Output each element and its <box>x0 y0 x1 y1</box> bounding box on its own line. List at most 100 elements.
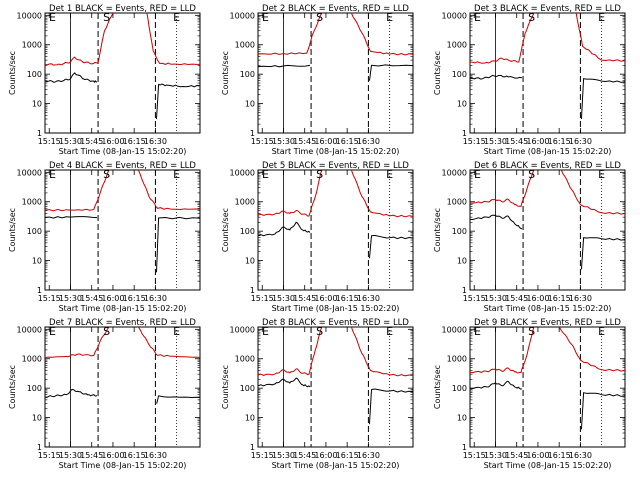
series-events-line <box>470 74 523 80</box>
x-tick-label: 15:30 <box>59 451 82 460</box>
y-tick-label: 100 <box>452 70 467 79</box>
marker-label: E <box>49 11 56 24</box>
marker-label: E <box>474 11 481 24</box>
marker-label: S <box>528 168 535 181</box>
x-tick-label: 15:45 <box>80 451 103 460</box>
x-axis-label: Start Time (08-Jan-15 15:02:20) <box>272 147 400 156</box>
y-tick-label: 100 <box>27 384 42 393</box>
panel-title: Det 5 BLACK = Events, RED = LLD <box>262 161 409 171</box>
marker-label: S <box>316 168 323 181</box>
y-tick-label: 1000 <box>447 355 467 364</box>
x-tick-label: 16:30 <box>569 137 592 146</box>
marker-label: E <box>173 168 180 181</box>
series-lld-line <box>45 13 114 66</box>
x-tick-label: 15:30 <box>59 294 82 303</box>
x-tick-label: 15:30 <box>272 294 295 303</box>
marker-label: S <box>103 168 110 181</box>
y-tick-label: 1000 <box>22 41 42 50</box>
series-lld-line <box>350 170 413 218</box>
marker-label: E <box>386 168 393 181</box>
marker-label: E <box>598 11 605 24</box>
y-axis-label: Counts/sec <box>433 208 442 252</box>
marker-label: E <box>262 168 269 181</box>
series-events-line <box>258 377 311 388</box>
x-axis-label: Start Time (08-Jan-15 15:02:20) <box>272 304 400 313</box>
y-tick-label: 10 <box>32 100 42 109</box>
x-tick-label: 16:15 <box>548 137 571 146</box>
x-tick-label: 15:45 <box>293 137 316 146</box>
y-tick-label: 100 <box>452 227 467 236</box>
y-axis-label: Counts/sec <box>433 51 442 95</box>
series-lld-line <box>575 13 625 62</box>
x-tick-label: 15:30 <box>484 451 507 460</box>
marker-label: S <box>528 11 535 24</box>
y-tick-label: 10000 <box>230 325 255 334</box>
x-tick-label: 16:30 <box>144 451 167 460</box>
x-tick-label: 15:30 <box>59 137 82 146</box>
x-tick-label: 16:00 <box>101 294 124 303</box>
y-tick-label: 10000 <box>442 11 467 20</box>
y-tick-label: 10 <box>245 257 255 266</box>
x-axis-label: Start Time (08-Jan-15 15:02:20) <box>484 304 612 313</box>
series-events-line <box>581 237 625 270</box>
x-tick-label: 15:15 <box>463 137 486 146</box>
x-tick-label: 16:30 <box>144 294 167 303</box>
series-events-line <box>258 221 311 237</box>
x-tick-label: 15:45 <box>293 294 316 303</box>
series-lld-line <box>470 170 535 207</box>
series-events-line <box>156 395 200 404</box>
panel-title: Det 3 BLACK = Events, RED = LLD <box>474 4 621 14</box>
y-tick-label: 1 <box>37 129 42 138</box>
x-tick-label: 16:00 <box>101 451 124 460</box>
y-tick-label: 100 <box>240 70 255 79</box>
series-lld-line <box>137 170 200 211</box>
x-tick-label: 16:00 <box>314 137 337 146</box>
y-tick-label: 10 <box>245 100 255 109</box>
panel-title: Det 1 BLACK = Events, RED = LLD <box>49 4 196 14</box>
y-tick-label: 1 <box>37 286 42 295</box>
x-tick-label: 16:30 <box>357 137 380 146</box>
x-tick-label: 16:30 <box>569 294 592 303</box>
series-events-line <box>258 64 311 68</box>
x-tick-label: 15:45 <box>80 137 103 146</box>
series-events-line <box>156 216 200 273</box>
y-axis-label: Counts/sec <box>433 365 442 409</box>
series-lld-line <box>137 327 200 358</box>
x-axis-label: Start Time (08-Jan-15 15:02:20) <box>272 461 400 470</box>
series-lld-line <box>560 170 625 215</box>
marker-label: E <box>262 11 269 24</box>
x-tick-label: 15:15 <box>38 137 61 146</box>
x-axis-label: Start Time (08-Jan-15 15:02:20) <box>484 147 612 156</box>
y-tick-label: 10 <box>457 100 467 109</box>
panel-det-4: 1 10 100 1000 10000 15:1515:3015:4516:0016:15… <box>8 161 201 313</box>
marker-label: E <box>49 168 56 181</box>
panel-title: Det 7 BLACK = Events, RED = LLD <box>49 318 196 328</box>
y-tick-label: 100 <box>27 70 42 79</box>
x-tick-label: 15:45 <box>505 137 528 146</box>
x-tick-label: 16:00 <box>314 294 337 303</box>
panel-title: Det 4 BLACK = Events, RED = LLD <box>49 161 196 171</box>
y-tick-label: 1 <box>462 286 467 295</box>
y-tick-label: 10000 <box>17 11 42 20</box>
y-tick-label: 1 <box>250 286 255 295</box>
y-tick-label: 1000 <box>235 198 255 207</box>
y-tick-label: 1000 <box>447 41 467 50</box>
x-tick-label: 15:30 <box>272 137 295 146</box>
marker-label: E <box>598 325 605 338</box>
marker-label: E <box>49 325 56 338</box>
panel-det-3: 1 10 100 1000 10000 15:1515:3015:4516:0016:15… <box>433 4 626 156</box>
y-tick-label: 1 <box>462 443 467 452</box>
x-axis-label: Start Time (08-Jan-15 15:02:20) <box>59 461 187 470</box>
x-tick-label: 16:15 <box>123 294 146 303</box>
x-tick-label: 16:15 <box>336 294 359 303</box>
panel-title: Det 6 BLACK = Events, RED = LLD <box>474 161 621 171</box>
series-events-line <box>369 234 413 259</box>
x-tick-label: 16:00 <box>526 137 549 146</box>
series-lld-line <box>350 327 413 377</box>
x-tick-label: 16:00 <box>101 137 124 146</box>
y-tick-label: 10000 <box>17 325 42 334</box>
series-events-line <box>45 388 98 399</box>
x-tick-label: 15:45 <box>293 451 316 460</box>
y-tick-label: 10 <box>457 414 467 423</box>
y-axis-label: Counts/sec <box>8 365 17 409</box>
